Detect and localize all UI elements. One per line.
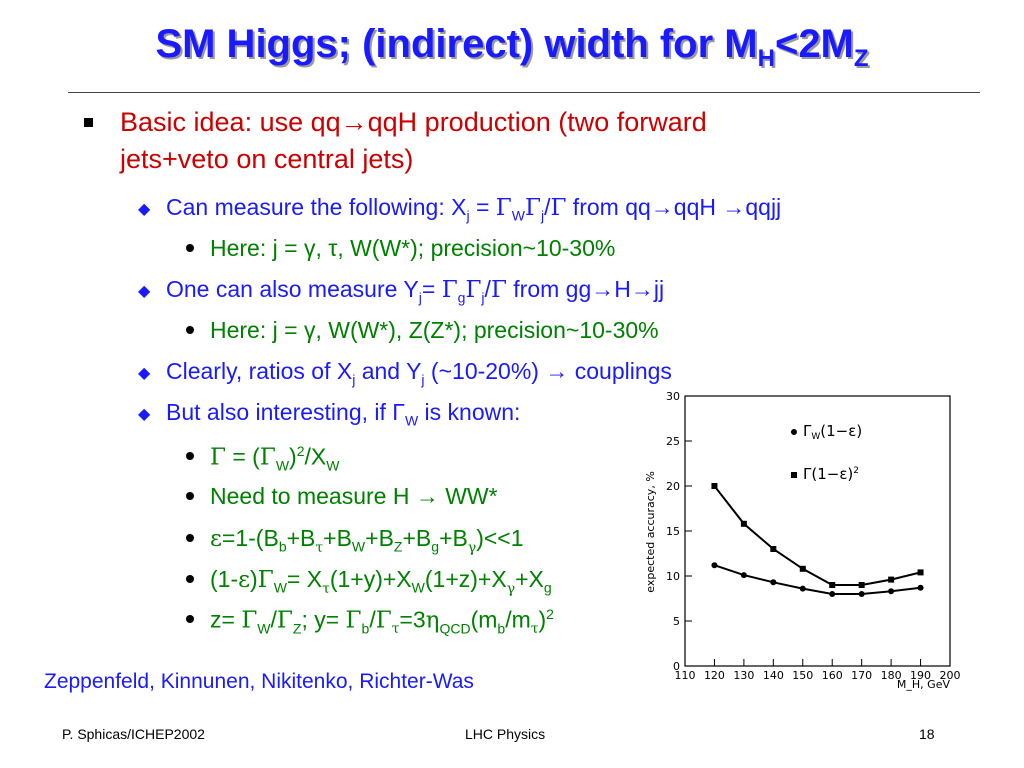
legend-marker (791, 472, 797, 478)
footer-page-number: 18 (919, 726, 935, 742)
dot-bullet-icon (186, 326, 194, 334)
data-point (858, 582, 865, 588)
x-tick-label: 140 (763, 669, 784, 682)
series-line-2 (713, 485, 921, 586)
x-tick-label: 160 (822, 669, 843, 682)
data-point (829, 591, 836, 597)
y-axis-label: expected accuracy, % (644, 471, 657, 593)
measure-y-item: One can also measure Yj= ΓgΓj/Γ from gg→… (166, 276, 665, 306)
here-y-item: Here: j = γ, W(W*), Z(Z*); precision~10-… (210, 317, 659, 343)
dot-bullet-icon (186, 534, 194, 542)
dot-bullet-icon (186, 244, 194, 252)
gamma-formula-item: Γ = (ΓW)2/XW (210, 443, 340, 474)
data-point (888, 576, 895, 583)
x-tick-label: 200 (940, 669, 961, 682)
x-tick-label: 130 (733, 669, 754, 682)
data-point (917, 569, 924, 576)
y-tick-label: 15 (666, 525, 680, 538)
y-tick-label: 5 (673, 615, 680, 628)
need-measure-item: Need to measure H → WW* (210, 483, 498, 509)
diamond-bullet-icon: ◆ (138, 201, 151, 218)
x-tick-label: 150 (792, 669, 813, 682)
interesting-item: But also interesting, if ΓW is known: (166, 399, 521, 429)
series-line-1 (714, 564, 921, 595)
ratios-item: Clearly, ratios of Xj and Yj (~10-20%) →… (166, 358, 672, 388)
x-tick-label: 170 (851, 669, 872, 682)
legend-marker (791, 429, 797, 435)
epsilon-formula-item: ε=1-(Bb+Bτ+BW+BZ+Bg+Bγ)<<1 (210, 525, 524, 556)
dot-bullet-icon (186, 452, 194, 460)
diamond-bullet-icon: ◆ (138, 406, 151, 423)
data-point (770, 546, 777, 552)
square-bullet-icon (84, 118, 93, 127)
y-tick-label: 20 (666, 480, 680, 493)
y-tick-label: 25 (666, 435, 680, 448)
x-tick-label: 180 (881, 669, 902, 682)
x-tick-label: 120 (704, 669, 725, 682)
x-tick-label: 190 (910, 669, 931, 682)
y-tick-label: 10 (666, 570, 680, 583)
diamond-bullet-icon: ◆ (138, 365, 151, 382)
footer-author: P. Sphicas/ICHEP2002 (62, 726, 205, 742)
main-bullet-line2: jets+veto on central jets) (120, 144, 414, 174)
x-axis-label: M_H, GeV (897, 678, 951, 691)
data-point (858, 591, 865, 597)
data-point (711, 483, 718, 489)
accuracy-chart: expected accuracy, % 110 120 130 140 150 160 1… (644, 390, 961, 691)
dot-bullet-icon (186, 492, 194, 500)
authors-credit: Zeppenfeld, Kinnunen, Nikitenko, Richter… (44, 670, 474, 693)
data-point (888, 588, 895, 595)
y-tick-label: 0 (673, 660, 680, 673)
x-tick-label: 110 (675, 669, 696, 682)
dot-bullet-icon (186, 615, 194, 623)
measure-x-item: Can measure the following: Xj = ΓWΓj/Γ f… (166, 194, 782, 224)
data-point (917, 584, 924, 591)
diamond-bullet-icon: ◆ (138, 283, 151, 300)
width-formula-item: (1-ε)ΓW= Xτ(1+y)+XW(1+z)+Xγ+Xg (210, 566, 552, 597)
data-point (740, 520, 747, 527)
y-tick-label: 30 (666, 390, 680, 403)
legend-label: Γ(1−ε)2 (803, 465, 859, 483)
dot-bullet-icon (186, 575, 194, 583)
data-point (740, 572, 747, 579)
zy-formula-item: z= ΓW/ΓZ; y= Γb/Γτ=3ηQCD(mb/mτ)2 (210, 606, 554, 638)
here-x-item: Here: j = γ, τ, W(W*); precision~10-30% (210, 235, 616, 261)
title-divider (68, 92, 980, 93)
data-point (770, 579, 777, 586)
data-point (799, 565, 806, 572)
slide-title: SM Higgs; (indirect) width for MH<2MZ (155, 22, 869, 72)
footer-title: LHC Physics (465, 726, 546, 742)
data-point (711, 562, 718, 569)
data-point (829, 582, 836, 588)
main-bullet-line1: Basic idea: use qq→qqH production (two f… (120, 107, 707, 137)
legend-label: ΓW(1−ε) (803, 422, 862, 442)
data-point (799, 585, 806, 592)
